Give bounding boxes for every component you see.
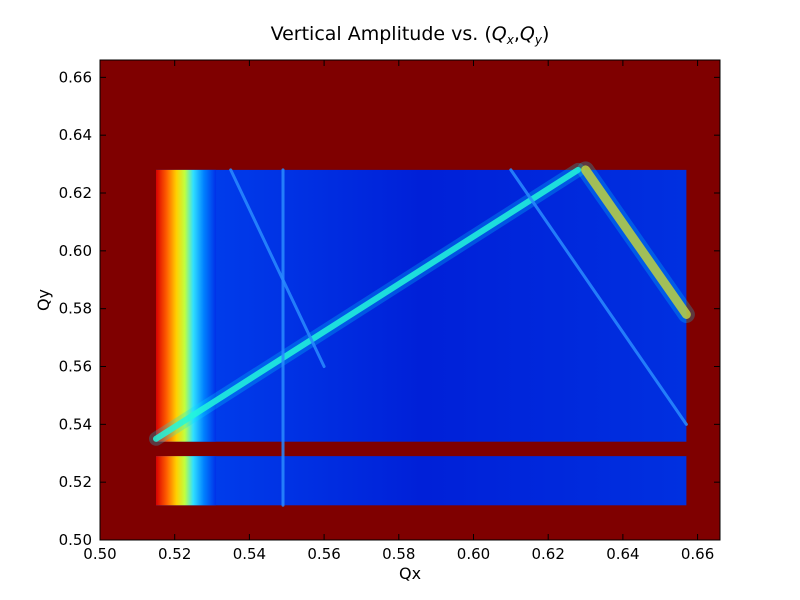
y-tick-label: 0.64 xyxy=(59,126,92,144)
chart-title-suffix: ) xyxy=(542,23,549,45)
resonance-lines xyxy=(149,161,695,507)
x-ticks: 0.50 0.52 0.54 0.56 0.58 0.60 0.62 0.64 0.66 xyxy=(83,60,714,563)
upper-scan-region xyxy=(156,169,687,442)
resonance-line-4 xyxy=(509,168,688,426)
resonance-line-3 xyxy=(229,168,326,369)
x-axis-label: Qx xyxy=(399,564,421,583)
x-tick-label: 0.58 xyxy=(382,545,415,563)
y-tick-label: 0.62 xyxy=(59,184,92,202)
x-tick-label: 0.52 xyxy=(158,545,191,563)
resonance-glow-1 xyxy=(577,161,695,323)
x-tick-label: 0.64 xyxy=(606,545,639,563)
resonance-line-0 xyxy=(153,166,582,442)
y-tick-label: 0.52 xyxy=(59,473,92,491)
x-tick-label: 0.50 xyxy=(83,545,116,563)
x-tick-label: 0.66 xyxy=(681,545,714,563)
lower-scan-edge xyxy=(156,456,217,506)
upper-scan-edge xyxy=(156,169,217,442)
resonance-glow-0 xyxy=(149,162,586,446)
y-ticks: 0.50 0.52 0.54 0.56 0.58 0.60 0.62 0.64 0.66 xyxy=(59,68,720,549)
y-tick-label: 0.56 xyxy=(59,358,92,376)
chart-title-sub-y: y xyxy=(534,33,543,47)
y-tick-label: 0.50 xyxy=(59,531,92,549)
chart-title-prefix: Vertical Amplitude vs. ( xyxy=(271,23,492,45)
y-tick-label: 0.58 xyxy=(59,300,92,318)
y-tick-label: 0.66 xyxy=(59,68,92,86)
chart-title-sub-x: x xyxy=(506,33,515,47)
chart-title: Vertical Amplitude vs. (Qx,Qy) xyxy=(271,23,550,47)
lower-scan-region xyxy=(156,456,687,506)
x-tick-label: 0.60 xyxy=(457,545,490,563)
plot-frame xyxy=(99,59,721,541)
chart-title-q-y: Q xyxy=(520,23,535,45)
chart-title-q-x: Q xyxy=(492,23,507,45)
y-tick-label: 0.54 xyxy=(59,415,92,433)
x-tick-label: 0.56 xyxy=(307,545,340,563)
y-tick-label: 0.60 xyxy=(59,242,92,260)
chart-title-comma: , xyxy=(514,23,520,45)
x-tick-label: 0.54 xyxy=(233,545,266,563)
y-axis-label: Qy xyxy=(34,289,53,311)
x-tick-label: 0.62 xyxy=(531,545,564,563)
resonance-line-1 xyxy=(581,165,691,319)
